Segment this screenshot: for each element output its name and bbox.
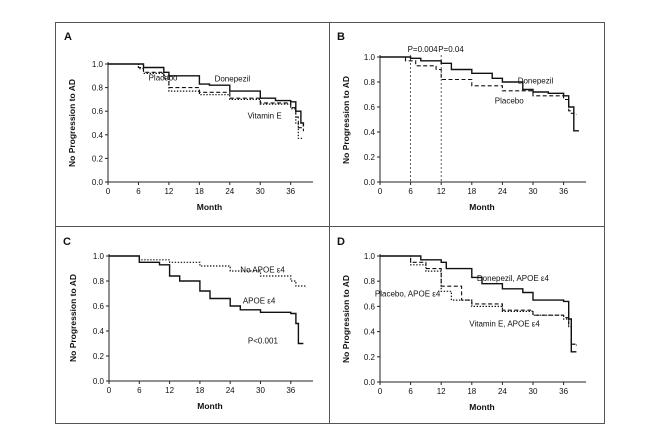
x-axis-title: Month bbox=[197, 401, 223, 411]
y-tick-label: 0.0 bbox=[92, 178, 104, 187]
series-annotation: Vitamin E bbox=[248, 111, 282, 120]
y-tick-label: 1.0 bbox=[93, 252, 105, 261]
y-tick-label: 1.0 bbox=[364, 252, 376, 261]
y-tick-label: 0.2 bbox=[364, 353, 376, 362]
x-tick-label: 36 bbox=[286, 386, 295, 395]
series-curve bbox=[108, 63, 305, 127]
x-tick-label: 6 bbox=[408, 187, 413, 196]
y-axis-title: No Progression to AD bbox=[68, 274, 78, 362]
y-tick-label: 0.6 bbox=[364, 302, 376, 311]
x-tick-label: 0 bbox=[106, 187, 111, 196]
y-tick-label: 0.6 bbox=[92, 107, 104, 116]
x-tick-label: 36 bbox=[559, 387, 568, 396]
x-tick-label: 18 bbox=[195, 386, 204, 395]
series-curve bbox=[380, 56, 579, 132]
x-tick-label: 18 bbox=[467, 187, 476, 196]
y-tick-label: 0.6 bbox=[364, 103, 376, 112]
series-annotation: APOE ε4 bbox=[243, 297, 276, 306]
series-curve bbox=[108, 63, 304, 139]
pvalue-label: P=0.004 bbox=[408, 45, 439, 54]
panel-letter: B bbox=[337, 31, 345, 43]
y-tick-label: 0.4 bbox=[364, 328, 376, 337]
series-annotation: Placebo, APOE ε4 bbox=[375, 289, 441, 298]
y-tick-label: 0.2 bbox=[93, 352, 105, 361]
x-tick-label: 6 bbox=[408, 387, 413, 396]
panel-letter: A bbox=[64, 31, 72, 43]
x-tick-label: 6 bbox=[136, 187, 141, 196]
series-annotation: Donepezil bbox=[518, 76, 554, 85]
y-tick-label: 0.4 bbox=[364, 128, 376, 137]
x-tick-label: 30 bbox=[256, 386, 265, 395]
y-tick-label: 1.0 bbox=[92, 60, 104, 69]
y-axis-title: No Progression to AD bbox=[341, 275, 351, 363]
x-tick-label: 12 bbox=[437, 187, 446, 196]
x-tick-label: 0 bbox=[378, 187, 383, 196]
series-annotation: Donepezil, APOE ε4 bbox=[477, 274, 550, 283]
x-tick-label: 24 bbox=[226, 386, 235, 395]
x-axis-title: Month bbox=[469, 202, 495, 212]
x-tick-label: 36 bbox=[559, 187, 568, 196]
y-axis-title: No Progression to AD bbox=[67, 79, 77, 167]
y-tick-label: 0.0 bbox=[93, 377, 105, 386]
y-tick-label: 0.8 bbox=[93, 277, 105, 286]
x-tick-label: 18 bbox=[195, 187, 204, 196]
x-tick-label: 24 bbox=[225, 187, 234, 196]
series-annotation: Placebo bbox=[495, 96, 524, 105]
x-tick-label: 30 bbox=[529, 187, 538, 196]
series-curve bbox=[380, 255, 577, 353]
series-annotation: Donepezil bbox=[215, 75, 251, 84]
y-tick-label: 0.8 bbox=[92, 84, 104, 93]
x-axis-title: Month bbox=[469, 402, 495, 412]
y-tick-label: 0.0 bbox=[364, 178, 376, 187]
x-tick-label: 24 bbox=[498, 387, 507, 396]
series-curve bbox=[109, 255, 304, 345]
y-tick-label: 0.2 bbox=[364, 153, 376, 162]
x-axis-title: Month bbox=[197, 202, 223, 212]
series-curve bbox=[380, 56, 577, 115]
series-annotation: Vitamin E, APOE ε4 bbox=[469, 320, 540, 329]
pvalue-label: P=0.04 bbox=[438, 45, 464, 54]
x-tick-label: 12 bbox=[437, 387, 446, 396]
y-axis-title: No Progression to AD bbox=[341, 76, 351, 164]
series-annotation: Placebo bbox=[149, 74, 178, 83]
y-tick-label: 0.2 bbox=[92, 154, 104, 163]
series-annotation: No APOE ε4 bbox=[240, 265, 285, 274]
x-tick-label: 0 bbox=[378, 387, 383, 396]
panel-letter: C bbox=[63, 236, 71, 248]
y-tick-label: 0.0 bbox=[364, 378, 376, 387]
x-tick-label: 36 bbox=[286, 187, 295, 196]
panel-letter: D bbox=[337, 236, 345, 248]
y-tick-label: 1.0 bbox=[364, 53, 376, 62]
x-tick-label: 24 bbox=[498, 187, 507, 196]
y-tick-label: 0.8 bbox=[364, 78, 376, 87]
y-tick-label: 0.4 bbox=[92, 131, 104, 140]
y-tick-label: 0.4 bbox=[93, 327, 105, 336]
x-tick-label: 12 bbox=[164, 187, 173, 196]
x-tick-label: 18 bbox=[467, 387, 476, 396]
y-tick-label: 0.6 bbox=[93, 302, 105, 311]
x-tick-label: 30 bbox=[256, 187, 265, 196]
x-tick-label: 30 bbox=[529, 387, 538, 396]
y-tick-label: 0.8 bbox=[364, 277, 376, 286]
x-tick-label: 6 bbox=[137, 386, 142, 395]
x-tick-label: 12 bbox=[165, 386, 174, 395]
series-annotation: P<0.001 bbox=[248, 337, 279, 346]
panel-frame bbox=[329, 226, 605, 424]
series-curve bbox=[109, 255, 307, 288]
x-tick-label: 0 bbox=[107, 386, 112, 395]
